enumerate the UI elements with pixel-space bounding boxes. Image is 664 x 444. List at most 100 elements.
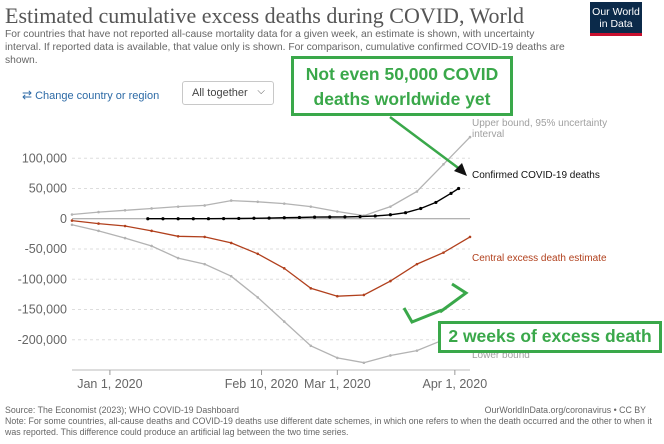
series-line-3 <box>147 187 459 220</box>
gridlines <box>72 157 470 341</box>
series-point-3 <box>206 217 211 221</box>
series-point-1 <box>468 235 472 239</box>
x-tick-label: Mar 1, 2020 <box>304 377 371 391</box>
series-point-2 <box>203 262 206 266</box>
annotation-arrow-line <box>389 115 462 172</box>
x-tick-label: Feb 10, 2020 <box>225 377 299 391</box>
series-point-1 <box>176 234 180 238</box>
series-point-3 <box>358 214 362 219</box>
footnote: Note: For some countries, all-cause deat… <box>5 416 652 437</box>
series-point-1 <box>229 241 233 245</box>
series-point-0 <box>442 163 445 166</box>
series-point-0 <box>123 208 127 212</box>
series-point-3 <box>297 215 302 220</box>
axes: 100,000 50,000 0 -50,000 -100,000 -150,000 -20… <box>18 151 488 391</box>
series-point-0 <box>97 210 100 214</box>
series-point-3 <box>282 216 286 220</box>
annotation-box-top: Not even 50,000 COVID deaths worldwide y… <box>291 56 513 116</box>
series-point-3 <box>388 213 392 217</box>
series-point-2 <box>415 349 419 352</box>
series-labels: Upper bound, 95% uncertainty interval Conf… <box>472 118 607 361</box>
series-point-1 <box>97 222 100 225</box>
annotation-arrows <box>389 115 469 324</box>
series-point-2 <box>282 320 286 323</box>
change-country-label: Change country or region <box>35 90 160 102</box>
display-mode-value: All together <box>192 87 248 99</box>
series-point-1 <box>282 267 286 270</box>
series-label-1: Central excess death estimate <box>472 253 607 264</box>
series-line-2 <box>71 224 471 364</box>
series-point-3 <box>176 217 180 221</box>
series-point-3 <box>312 215 317 219</box>
series-point-0 <box>336 210 339 213</box>
y-tick-label: 100,000 <box>22 151 67 165</box>
annotation-top-line-1: Not even 50,000 COVID <box>305 64 499 84</box>
series-point-0 <box>229 199 233 202</box>
series-point-2 <box>123 236 127 240</box>
series-point-0 <box>468 135 472 139</box>
y-tick-label: -200,000 <box>18 333 67 347</box>
series-point-3 <box>373 214 377 218</box>
series-point-2 <box>362 361 366 365</box>
series-point-2 <box>70 223 74 227</box>
series-point-2 <box>176 256 180 260</box>
series-point-2 <box>256 296 260 299</box>
series-point-1 <box>415 262 419 266</box>
series-point-0 <box>150 207 153 210</box>
series-point-0 <box>176 205 180 208</box>
series-point-1 <box>70 219 74 222</box>
y-tick-label: -150,000 <box>18 303 67 317</box>
series-point-3 <box>161 217 165 221</box>
change-country-button[interactable]: ⇄ Change country or region <box>22 88 159 102</box>
license-link[interactable]: OurWorldInData.org/coronavirus • CC BY <box>484 405 646 415</box>
series-point-2 <box>97 229 100 233</box>
series-point-3 <box>252 216 256 220</box>
logo-line-1: Our World <box>592 6 640 18</box>
series-point-3 <box>403 211 408 215</box>
series-point-3 <box>328 215 332 219</box>
series-point-1 <box>203 235 206 239</box>
series-point-2 <box>389 354 392 357</box>
source-text: Source: The Economist (2023); WHO COVID-… <box>5 405 240 415</box>
y-tick-label: -100,000 <box>18 272 67 286</box>
display-mode-select[interactable]: All together ⌵ <box>182 81 274 105</box>
series-label-0: Upper bound, 95% uncertainty interval <box>472 118 607 140</box>
series-point-1 <box>442 251 445 254</box>
series-point-1 <box>123 224 127 228</box>
chart-subtitle: For countries that have not reported all… <box>5 29 565 66</box>
series-label-3: Confirmed COVID-19 deaths <box>472 170 600 181</box>
series-point-3 <box>237 216 241 221</box>
series-line-0 <box>71 136 471 217</box>
series-line-1 <box>71 219 471 297</box>
series-point-0 <box>309 205 313 208</box>
series-point-3 <box>222 217 226 221</box>
x-tick-label: Apr 1, 2020 <box>423 377 488 391</box>
series-point-1 <box>309 287 313 290</box>
annotation-bracket-right <box>439 282 469 314</box>
series-lines <box>70 135 472 365</box>
annotation-bracket-left <box>402 307 443 324</box>
series-point-2 <box>229 274 233 278</box>
series-point-2 <box>150 244 153 248</box>
series-point-3 <box>146 217 150 221</box>
series-label-line: interval <box>472 129 504 140</box>
series-point-0 <box>389 205 392 208</box>
y-tick-label: 50,000 <box>29 182 67 196</box>
chart-title: Estimated cumulative excess deaths durin… <box>5 3 524 28</box>
series-point-1 <box>336 294 339 298</box>
series-point-1 <box>389 279 392 283</box>
owid-logo[interactable]: Our World in Data <box>590 2 642 36</box>
series-point-3 <box>457 186 461 191</box>
series-point-2 <box>309 344 313 348</box>
series-point-3 <box>267 216 271 220</box>
series-point-0 <box>282 202 286 205</box>
logo-line-2: in Data <box>599 17 633 30</box>
series-point-3 <box>191 217 195 221</box>
y-tick-label: -50,000 <box>25 242 67 256</box>
swap-arrows-icon: ⇄ <box>22 88 33 102</box>
series-point-0 <box>70 213 74 216</box>
series-point-0 <box>256 200 260 204</box>
y-tick-label: 0 <box>60 212 67 226</box>
chevron-down-icon: ⌵ <box>257 86 265 97</box>
series-label-2: Lower bound <box>472 350 530 361</box>
